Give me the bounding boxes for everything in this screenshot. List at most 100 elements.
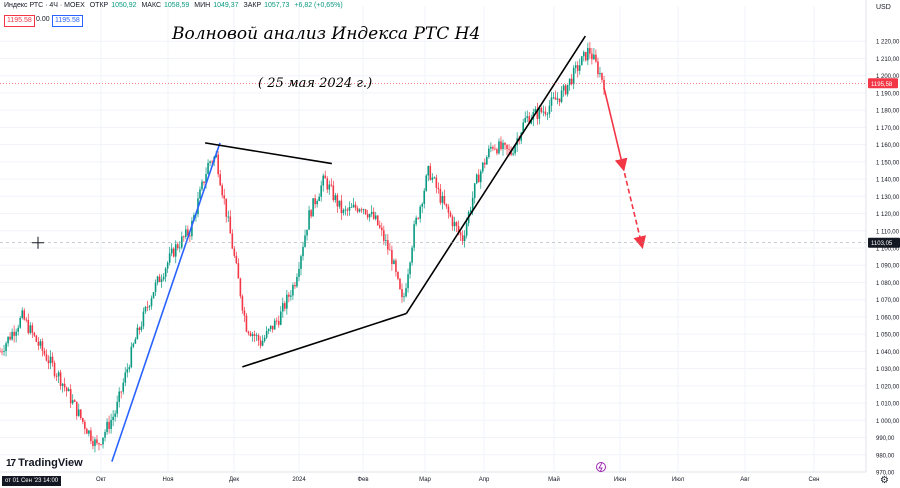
candle-body (154, 282, 157, 293)
spread-value: 0.00 (36, 16, 50, 23)
candle-body (277, 320, 280, 325)
candle-body (43, 350, 46, 355)
candle-body (271, 325, 274, 330)
ohlc-open-key: ОТКР (89, 2, 109, 9)
candle-body (463, 235, 466, 242)
candle-body (118, 391, 120, 402)
ohlc-close-key: ЗАКР (243, 2, 262, 9)
candle-body (578, 65, 581, 71)
candle-body (5, 343, 7, 351)
candle-body (146, 307, 149, 308)
candle-body (80, 409, 82, 419)
candle-body (421, 203, 423, 207)
candle-body (63, 383, 66, 388)
candle-body (512, 153, 514, 155)
candle-body (201, 181, 203, 190)
candle-body (187, 229, 189, 236)
candle-body (374, 215, 377, 219)
candle-body (136, 327, 139, 340)
gear-icon[interactable]: ⚙ (880, 475, 889, 486)
candle-body (465, 223, 468, 236)
candle-body (37, 341, 40, 346)
y-tick-label: 1 160,00 (876, 143, 900, 149)
candle-body (300, 256, 302, 269)
y-tick-label: 1 020,00 (876, 384, 900, 390)
candle-body (132, 343, 135, 347)
candle-body (597, 61, 599, 75)
candle-body (366, 213, 369, 218)
candle-body (308, 210, 310, 230)
y-tick-label: 1 000,00 (876, 419, 900, 425)
candle-body (508, 149, 510, 150)
candle-body (108, 421, 110, 429)
candle-body (380, 227, 383, 231)
y-tick-label: 1 180,00 (876, 109, 900, 115)
event-marker-icon (596, 462, 606, 472)
symbol-header[interactable]: Индекс РТС · 4Ч · MOEX ОТКР 1050,92 МАКС 1… (4, 2, 346, 9)
candle-body (431, 177, 434, 180)
candle-body (239, 278, 242, 297)
candle-body (225, 198, 228, 217)
candle-body (326, 178, 329, 190)
candle-body (138, 327, 141, 330)
candle-body (205, 174, 207, 183)
candle-body (378, 225, 381, 228)
candle-body (243, 310, 246, 316)
y-tick-label: 1 120,00 (876, 212, 900, 218)
symbol-name[interactable]: Индекс РТС · 4Ч · MOEX (4, 2, 85, 9)
candle-body (100, 444, 102, 446)
candle-body (9, 336, 11, 340)
candle-body (358, 209, 361, 212)
candle-body (324, 175, 327, 179)
candle-body (144, 307, 147, 312)
candle-body (441, 196, 444, 203)
candle-body (255, 335, 258, 337)
candle-body (261, 341, 264, 346)
sell-price-button[interactable]: 1195.58 (4, 15, 35, 27)
candle-body (35, 335, 38, 342)
candle-body (110, 419, 112, 429)
candle-body (346, 209, 349, 211)
candle-body (19, 317, 22, 328)
candle-body (459, 232, 462, 236)
candle-body (389, 249, 391, 251)
candle-body (564, 85, 567, 95)
candle-body (481, 162, 484, 172)
y-tick-label: 1 220,00 (876, 40, 900, 46)
lines-layer (0, 35, 866, 462)
candle-body (23, 310, 26, 320)
candle-body (395, 260, 397, 272)
candle-body (13, 331, 15, 336)
x-tick-label: Сен (809, 477, 820, 483)
y-tick-label: 1 140,00 (876, 178, 900, 184)
candle-body (447, 206, 450, 213)
candle-body (526, 116, 529, 118)
candle-body (160, 279, 163, 282)
candle-body (247, 331, 250, 334)
triangle-lower-line (242, 312, 407, 368)
candle-body (591, 53, 593, 60)
forecast-arrow-solid (603, 87, 628, 172)
y-tick-label: 1 100,00 (876, 247, 900, 253)
candle-body (342, 209, 345, 214)
y-tick-label: 1 110,00 (876, 229, 900, 235)
x-tick-label: Авг (740, 477, 750, 483)
candle-body (566, 84, 569, 95)
candle-body (477, 174, 480, 183)
x-tick-label: Фев (357, 477, 368, 483)
buy-price-button[interactable]: 1195.58 (52, 15, 83, 27)
candle-body (376, 215, 379, 226)
candle-body (457, 226, 460, 233)
candle-body (183, 236, 185, 238)
currency-label[interactable]: USD (876, 4, 891, 11)
candle-body (61, 383, 64, 386)
annotation-date: ( 25 мая 2024 г.) (258, 76, 373, 91)
candle-body (221, 185, 224, 196)
candle-body (120, 391, 123, 393)
tradingview-logo[interactable]: 17 TradingView (6, 457, 83, 469)
candle-body (21, 310, 24, 318)
candle-body (451, 216, 454, 227)
